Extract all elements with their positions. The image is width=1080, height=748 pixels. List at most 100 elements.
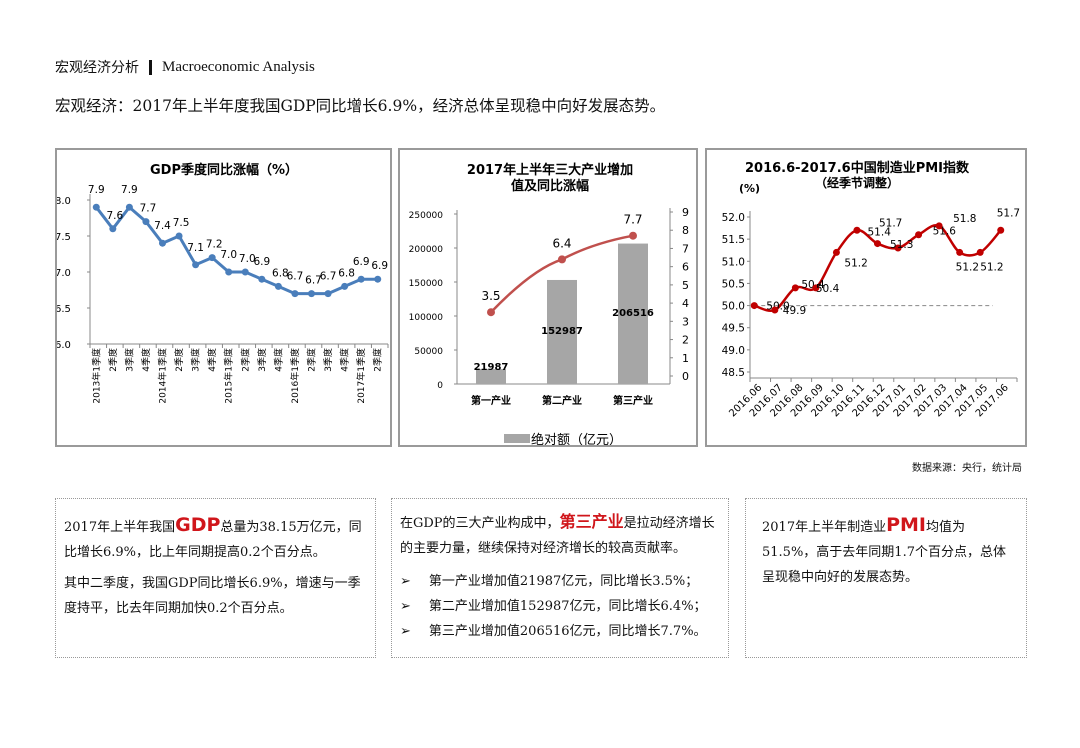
y-tick-label: 50.0: [722, 301, 745, 313]
data-point: [374, 275, 382, 283]
pmi-summary-p1: 2017年上半年制造业PMI均值为51.5%，高于去年同期1.7个百分点，总体呈…: [762, 513, 1018, 590]
data-point: [915, 231, 923, 239]
chart-title-line1: 2016.6-2017.6中国制造业PMI指数: [745, 160, 970, 176]
page-subtitle: 宏观经济：2017年上半年度我国GDP同比增长6.9%，经济总体呈现稳中向好发展…: [55, 97, 666, 115]
line-label: 7.7: [623, 213, 642, 227]
x-tick-label: 2季度: [306, 348, 318, 372]
pmi-chart-panel: 2016.6-2017.6中国制造业PMI指数 （经季节调整） (%) 48.5 49.…: [705, 148, 1027, 447]
arrow-bullet-icon: ➢: [400, 599, 411, 614]
x-tick-label: 2014年1季度: [157, 348, 169, 404]
y-axis-unit: (%): [739, 182, 760, 195]
data-point: [853, 226, 861, 234]
bar-label: 206516: [612, 308, 654, 319]
x-tick-label: 2季度: [239, 348, 251, 372]
data-point: [109, 225, 117, 233]
data-label: 51.2: [844, 257, 867, 269]
text: 是拉动经济增长的主要力量，继续保持对经济增长的较高贡献率。: [400, 516, 715, 556]
industry-chart-panel: 2017年上半年三大产业增加 值及同比涨幅 0 50000 100000 150000 20…: [398, 148, 698, 447]
data-label: 6.9: [371, 260, 388, 272]
category-label: 第三产业: [613, 394, 653, 407]
data-point: [956, 248, 964, 256]
industry-combo-chart: 2017年上半年三大产业增加值及同比涨幅05000010000015000020…: [409, 162, 689, 445]
data-point: [771, 306, 779, 314]
bar: [476, 369, 506, 384]
data-label: 50.4: [816, 283, 840, 295]
data-point: [812, 284, 820, 292]
data-point: [324, 290, 332, 298]
data-label: 6.8: [272, 267, 289, 279]
data-label: 7.7: [140, 203, 157, 215]
data-label: 6.7: [320, 271, 337, 283]
data-point: [357, 275, 365, 283]
data-label: 51.4: [868, 227, 892, 239]
data-point: [832, 248, 840, 256]
left-tick-label: 250000: [409, 211, 444, 221]
left-tick-label: 100000: [409, 313, 444, 323]
text: 均值为51.5%，高于去年同期1.7个百分点，总体呈现稳中向好的发展态势。: [762, 520, 1006, 585]
data-point: [225, 268, 233, 276]
data-point: [750, 302, 758, 310]
data-point: [92, 203, 100, 211]
data-label: 7.1: [187, 242, 204, 254]
list-item: ➢ 第二产业增加值152987亿元，同比增长6.4%；: [400, 594, 720, 619]
line-point: [558, 255, 566, 264]
data-label: 7.0: [239, 253, 256, 265]
y-tick-label: 49.5: [722, 323, 745, 335]
y-tick-label: 51.0: [722, 256, 745, 268]
text: 总量为38.15万亿元，同比增长6.9%，比上年同期提高0.2个百分点。: [64, 520, 362, 560]
data-label: 6.9: [353, 256, 370, 268]
x-tick-label: 2季度: [173, 348, 185, 372]
y-tick-label: 48.5: [722, 367, 745, 379]
text: 在GDP的三大产业构成中，: [400, 516, 560, 531]
chart-title-line2: 值及同比涨幅: [511, 178, 589, 194]
y-tick-label: 50.5: [722, 278, 745, 290]
bullet-text: 第三产业增加值206516亿元，同比增长7.7%。: [428, 624, 707, 639]
data-label: 6.9: [253, 256, 270, 268]
bar: [547, 279, 577, 384]
line-point: [629, 231, 637, 240]
x-tick-label: 4季度: [339, 348, 351, 372]
data-point: [258, 275, 266, 283]
x-tick-label: 2017年1季度: [355, 348, 367, 404]
chart-title-line2: （经季节调整）: [815, 175, 899, 190]
data-point: [341, 282, 349, 290]
header-title-cn: 宏观经济分析: [55, 60, 139, 76]
y-tick-label: 51.5: [722, 234, 745, 246]
text: 2017年上半年我国: [64, 520, 176, 535]
industry-summary-p1: 在GDP的三大产业构成中，第三产业是拉动经济增长的主要力量，继续保持对经济增长的…: [400, 509, 720, 561]
right-tick-label: 9: [682, 206, 689, 219]
y-tick-label: 8.0: [57, 196, 71, 207]
data-label: 7.9: [121, 184, 138, 196]
x-tick-label: 2季度: [107, 348, 119, 372]
chart-title-line1: 2017年上半年三大产业增加: [467, 162, 633, 178]
legend-label: 绝对额（亿元）: [531, 432, 622, 445]
gdp-summary-box: 2017年上半年我国GDP总量为38.15万亿元，同比增长6.9%，比上年同期提…: [55, 498, 376, 658]
data-point: [894, 244, 902, 252]
data-label: 6.7: [287, 271, 304, 283]
bar: [618, 243, 648, 384]
data-point: [997, 226, 1005, 234]
gdp-summary-p1: 2017年上半年我国GDP总量为38.15万亿元，同比增长6.9%，比上年同期提…: [64, 513, 367, 565]
left-tick-label: 200000: [409, 245, 444, 255]
data-point: [308, 290, 315, 298]
list-item: ➢ 第一产业增加值21987亿元，同比增长3.5%；: [400, 569, 720, 594]
right-tick-label: 7: [682, 242, 689, 255]
data-point: [935, 222, 943, 230]
right-tick-label: 8: [682, 224, 689, 237]
data-point: [208, 254, 216, 262]
industry-summary-box: 在GDP的三大产业构成中，第三产业是拉动经济增长的主要力量，继续保持对经济增长的…: [391, 498, 729, 658]
data-point: [192, 261, 200, 269]
y-tick-label: 7.0: [57, 268, 71, 279]
highlight-tertiary: 第三产业: [559, 512, 624, 531]
data-point: [125, 203, 133, 211]
x-tick-label: 2013年1季度: [90, 348, 102, 404]
data-point: [142, 218, 150, 226]
x-tick-label: 4季度: [140, 348, 152, 372]
y-tick-label: 49.0: [722, 345, 745, 357]
left-tick-label: 150000: [409, 279, 444, 289]
industry-bullets: ➢ 第一产业增加值21987亿元，同比增长3.5%； ➢ 第二产业增加值152987…: [400, 569, 720, 644]
gdp-summary-p2: 其中二季度，我国GDP同比增长6.9%，增速与一季度持平，比去年同期加快0.2个…: [64, 576, 361, 616]
right-tick-label: 2: [682, 334, 689, 347]
x-tick-label: 3季度: [123, 348, 135, 372]
data-label: 7.9: [88, 184, 105, 196]
